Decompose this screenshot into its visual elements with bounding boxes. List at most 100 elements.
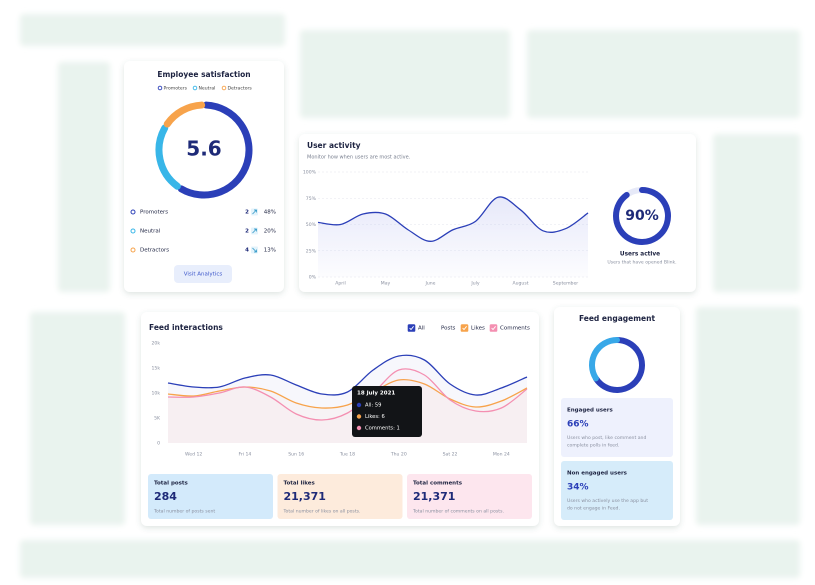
row-icon [130,247,136,253]
x-tick-label: Fri 14 [239,452,252,458]
row-value: 48% [264,210,276,216]
engagement-value: 66% [567,420,589,430]
line [167,368,528,421]
x-tick-label: July [470,281,480,287]
legend-label: Posts [441,326,456,332]
tooltip-row: Comments: 1 [365,426,400,432]
row-label: Promoters [140,210,168,216]
checkbox[interactable] [407,324,416,332]
stat-description: Total number of comments on all posts. [412,509,504,515]
card-title: Employee satisfaction [157,70,250,79]
tooltip-dot [356,414,362,419]
row-value: 13% [264,248,276,254]
gauge-value [613,187,671,245]
row-label: Neutral [140,229,161,235]
legend-label: Likes [471,326,485,332]
x-tick-label: Mon 24 [493,452,510,458]
tooltip-row: Likes: 6 [365,414,385,420]
gauge-title: Users active [620,252,660,258]
y-tick-label: 20k [151,341,160,347]
checkmark [491,326,496,331]
checkbox[interactable] [460,324,469,332]
engagement-description: Users who actively use the app but do not… [567,498,648,512]
legend-marker [221,85,227,91]
x-tick-label: Thu 20 [390,452,407,458]
stat-title: Total likes [284,481,316,487]
stat-value: 21,371 [413,490,455,503]
row-label: Detractors [140,248,169,254]
tooltip-dot [356,425,362,431]
x-tick-label: June [424,281,435,287]
card-title: Feed interactions [149,323,223,332]
trend-arrow [252,209,257,215]
gauge-label: 90% [625,208,659,224]
y-tick-label: 15k [151,366,160,372]
line [317,196,589,242]
line [167,378,528,409]
engagement-title: Engaged users [567,408,613,414]
row-change: 2 [245,210,249,216]
y-tick-label: 0 [157,441,160,447]
x-tick-label: August [512,281,528,287]
card-title: User activity [307,141,361,150]
legend-marker [192,85,198,91]
legend-label: Comments [500,326,530,332]
card [124,61,284,292]
trend-arrow [252,247,257,253]
engagement-value: 34% [567,483,589,493]
button-label[interactable]: Visit Analytics [184,272,223,278]
y-tick-label: 5K [154,416,161,422]
x-tick-label: Sat 22 [443,452,458,458]
x-tick-label: September [553,281,579,287]
stat-value: 284 [154,490,177,503]
trend-arrow [252,228,257,234]
tooltip-title: 18 July 2021 [357,391,395,397]
legend-label: Neutral [199,86,216,92]
checkmark [409,326,414,331]
x-tick-label: Wed 12 [185,452,202,458]
stat-value: 21,371 [284,490,326,503]
row-change: 4 [245,248,249,254]
x-tick-label: May [381,281,391,287]
legend-marker [157,85,163,91]
y-tick-label: 25% [306,248,317,254]
y-tick-label: 10k [151,391,160,397]
tooltip [352,386,422,437]
legend-label: All [418,326,425,332]
donut-segment [589,337,620,382]
engagement-box [561,398,673,457]
row-icon [130,209,136,215]
engagement-title: Non engaged users [567,471,628,477]
y-tick-label: 100% [303,170,317,176]
gauge-description: Users that have opened Blink. [607,260,676,266]
y-tick-label: 0% [309,275,317,281]
donut-segment [155,124,181,190]
score: 5.6 [186,137,221,161]
tooltip-dot [356,402,362,408]
donut-segment [177,101,253,199]
tooltip-row: All: 59 [365,403,381,409]
row-icon [130,228,136,234]
line-area [168,355,527,443]
stat-description: Total number of posts sent [153,509,215,515]
line-area [168,379,527,443]
card-subtitle: Monitor how when users are most active. [307,155,411,161]
line-area [318,196,588,277]
y-tick-label: 50% [306,222,317,228]
x-tick-label: April [335,281,346,287]
x-tick-label: Sun 16 [288,452,304,458]
engagement-description: Users who post, like comment and complete… [567,435,646,449]
stat-card [407,474,532,519]
stat-card [148,474,273,519]
donut-segment [592,337,645,393]
engagement-box [561,461,673,520]
legend-label: Promoters [164,86,188,92]
y-tick-label: 75% [306,196,317,202]
stat-title: Total comments [413,481,463,487]
stat-title: Total posts [154,481,189,487]
button[interactable] [174,265,232,283]
line [167,354,528,396]
checkbox[interactable] [489,324,498,332]
card-title: Feed engagement [579,314,656,323]
